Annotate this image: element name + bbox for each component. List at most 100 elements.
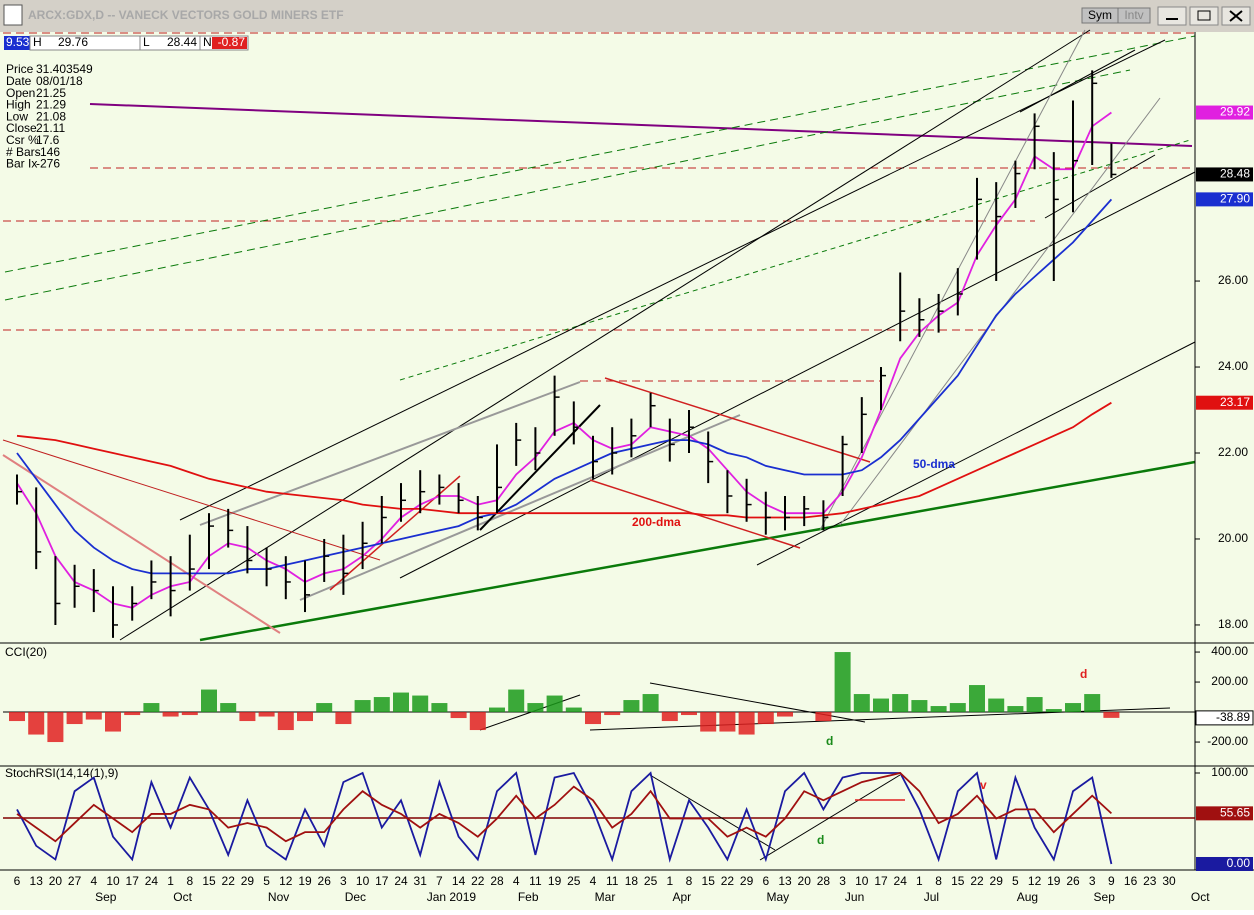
trend-line xyxy=(2,439,381,561)
x-tick-label: 13 xyxy=(778,874,792,888)
channel-line xyxy=(299,414,741,601)
x-tick-label: 9 xyxy=(1108,874,1115,888)
info-label: Date xyxy=(6,74,32,88)
x-tick-label: 24 xyxy=(145,874,159,888)
x-tick-label: 3 xyxy=(839,874,846,888)
value-tag xyxy=(1196,806,1253,821)
restore-button[interactable] xyxy=(1189,6,1219,26)
panel-title: CCI(20) xyxy=(5,645,47,659)
quote-tag: L xyxy=(143,35,150,49)
month-label: May xyxy=(766,890,789,904)
x-tick-label: 4 xyxy=(90,874,97,888)
x-tick-label: 18 xyxy=(625,874,639,888)
x-tick-label: 22 xyxy=(471,874,485,888)
histogram-bar xyxy=(873,698,889,713)
sym-label[interactable]: Sym xyxy=(1088,8,1112,22)
x-tick-label: 14 xyxy=(452,874,466,888)
x-tick-label: 19 xyxy=(298,874,312,888)
info-label: # Bars xyxy=(6,145,41,159)
quote-box xyxy=(4,36,30,50)
trend-line xyxy=(2,454,281,634)
trend-line xyxy=(4,35,1196,273)
intv-button[interactable] xyxy=(1117,7,1151,24)
x-tick-label: 24 xyxy=(394,874,408,888)
histogram-bar xyxy=(911,700,928,713)
month-label: Mar xyxy=(595,890,616,904)
info-value: -146 xyxy=(36,145,60,159)
histogram-bar xyxy=(489,707,505,713)
histogram-bar xyxy=(719,712,736,732)
y-tick-label: 400.00 xyxy=(1211,644,1248,658)
histogram-bar xyxy=(834,652,851,713)
info-label: Close xyxy=(6,121,37,135)
x-tick-label: 27 xyxy=(68,874,82,888)
histogram-bar xyxy=(373,697,390,713)
series-line xyxy=(16,198,1113,575)
x-tick-label: 8 xyxy=(686,874,693,888)
stoch-trend-line xyxy=(759,774,901,861)
info-value: 31.403549 xyxy=(36,62,93,76)
x-tick-label: 28 xyxy=(490,874,504,888)
channel-line xyxy=(399,171,1196,579)
histogram-bar xyxy=(220,703,237,713)
quote-last: 9.53 xyxy=(6,35,30,49)
month-label: Feb xyxy=(518,890,539,904)
month-label: Jan 2019 xyxy=(427,890,477,904)
month-label: Oct xyxy=(173,890,192,904)
x-tick-label: 3 xyxy=(340,874,347,888)
channel-line xyxy=(199,381,581,526)
x-tick-label: 26 xyxy=(318,874,332,888)
info-label: Price xyxy=(6,62,34,76)
app-icon xyxy=(3,4,23,26)
value-tag xyxy=(1196,395,1253,410)
x-tick-label: 17 xyxy=(126,874,140,888)
histogram-bar xyxy=(1103,712,1120,718)
channel-line xyxy=(179,39,1166,521)
y-tick-label: 26.00 xyxy=(1218,273,1248,287)
channel-line xyxy=(1019,49,1136,113)
series-line xyxy=(16,772,1113,843)
trend-line xyxy=(479,404,601,531)
y-tick-label: 100.00 xyxy=(1211,765,1248,779)
series-line xyxy=(16,401,1112,519)
histogram-bar xyxy=(1084,694,1101,713)
trend-line xyxy=(329,475,461,591)
value-tag xyxy=(1195,710,1254,726)
info-value: 21.11 xyxy=(36,121,65,135)
info-label: Csr % xyxy=(6,133,39,147)
histogram-bar xyxy=(508,689,525,713)
annotation: d xyxy=(826,734,833,748)
x-tick-label: 11 xyxy=(529,874,542,888)
x-tick-label: 10 xyxy=(106,874,120,888)
histogram-bar xyxy=(258,712,275,717)
histogram-bar xyxy=(162,712,179,717)
x-tick-label: 22 xyxy=(222,874,236,888)
info-value: 21.08 xyxy=(36,109,66,123)
histogram-bar xyxy=(143,703,160,713)
month-label: Sep xyxy=(1094,890,1116,904)
histogram-bar xyxy=(354,700,371,713)
quote-bar: 9.53 H 29.76 L 28.44 N -0.87 xyxy=(4,35,249,51)
x-tick-label: 1 xyxy=(666,874,673,888)
y-tick-label: 24.00 xyxy=(1218,359,1248,373)
histogram-bar xyxy=(546,695,563,713)
month-label: Apr xyxy=(672,890,691,904)
x-tick-label: 8 xyxy=(935,874,942,888)
intv-label[interactable]: Intv xyxy=(1124,8,1143,22)
x-tick-label: 3 xyxy=(1089,874,1096,888)
x-tick-label: 4 xyxy=(590,874,597,888)
month-label: Dec xyxy=(345,890,366,904)
x-tick-label: 25 xyxy=(567,874,581,888)
minimize-button[interactable] xyxy=(1157,6,1187,26)
x-tick-label: 17 xyxy=(375,874,389,888)
annotation: d xyxy=(817,833,824,847)
x-tick-label: 30 xyxy=(1162,874,1176,888)
month-label: Jul xyxy=(924,890,939,904)
annotation: d xyxy=(1080,667,1087,681)
x-tick-label: 13 xyxy=(30,874,44,888)
x-tick-label: 22 xyxy=(970,874,984,888)
x-tick-label: 7 xyxy=(436,874,443,888)
x-tick-label: 15 xyxy=(702,874,716,888)
histogram-bar xyxy=(930,706,947,713)
